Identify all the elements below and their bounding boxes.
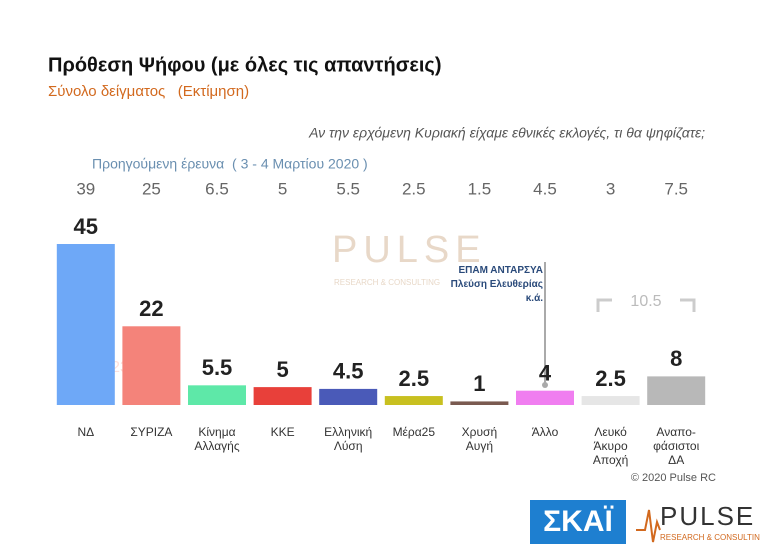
category-label: Λευκό Άκυρο Αποχή <box>592 425 629 467</box>
previous-label: Προηγούμενη έρευνα ( 3 - 4 Μαρτίου 2020 … <box>92 156 368 172</box>
category-label: Αναπο-φάσιστοι ΔΑ <box>653 425 700 467</box>
category-label: ΝΔ <box>77 425 95 439</box>
value-label: 2.5 <box>399 366 430 391</box>
value-label: 1 <box>473 371 485 396</box>
previous-value: 1.5 <box>468 179 492 198</box>
value-label: 22 <box>139 296 163 321</box>
bar <box>516 390 574 405</box>
bar <box>122 326 181 405</box>
category-label: Μέρα25 <box>392 425 436 439</box>
previous-value: 3 <box>606 179 615 198</box>
value-label: 5 <box>276 357 288 382</box>
copyright: © 2020 Pulse RC <box>631 472 716 484</box>
undecided-total: 10.5 <box>630 293 661 310</box>
category-label: Άλλο <box>531 425 559 439</box>
bar <box>319 388 378 405</box>
value-label: 4.5 <box>333 359 364 384</box>
bar <box>450 401 509 405</box>
bar <box>647 376 706 405</box>
skai-text: ΣΚΑΪ <box>543 505 613 538</box>
question: Αν την ερχόμενη Κυριακή είχαμε εθνικές ε… <box>308 125 705 141</box>
bar <box>56 244 115 405</box>
pulse-wave <box>636 509 661 543</box>
bar <box>581 396 640 405</box>
value-label: 2.5 <box>595 366 626 391</box>
value-label: 8 <box>670 346 682 371</box>
previous-value: 25 <box>142 179 161 198</box>
watermark: PULSE <box>332 229 487 271</box>
category-label: Ελληνική Λύση <box>324 425 373 453</box>
bar <box>188 385 246 405</box>
watermark-sub: RESEARCH & CONSULTING <box>334 278 440 287</box>
previous-value: 5.5 <box>336 179 360 198</box>
previous-value: 2.5 <box>402 179 426 198</box>
pointer-dot <box>542 382 548 388</box>
value-label: 5.5 <box>202 355 233 380</box>
pulse-sub: RESEARCH & CONSULTING <box>660 533 760 542</box>
bracket <box>596 298 696 312</box>
category-label: ΚΚΕ <box>270 425 295 439</box>
value-label: 4 <box>539 361 552 386</box>
skai-logo <box>530 500 626 544</box>
previous-value: 39 <box>76 179 95 198</box>
bar <box>253 387 312 405</box>
subtitle: Σύνολο δείγματος (Εκτίμηση) <box>48 83 249 100</box>
category-label: ΣΥΡΙΖΑ <box>130 425 173 439</box>
previous-value: 4.5 <box>533 179 557 198</box>
category-label: Κίνημα Αλλαγής <box>194 425 240 453</box>
chart-title: Πρόθεση Ψήφου (με όλες τις απαντήσεις) <box>48 54 442 76</box>
category-label: Χρυσή Αυγή <box>461 425 498 453</box>
other-note: ΕΠΑΜ ΑΝΤΑΡΣΥΑ Πλεύση Ελευθερίας κ.ά. <box>450 265 543 304</box>
bar <box>384 396 443 405</box>
previous-value: 6.5 <box>205 179 229 198</box>
pulse-logo: PULSE <box>660 501 755 531</box>
value-label: 45 <box>74 214 98 239</box>
previous-value: 5 <box>278 179 287 198</box>
previous-value: 7.5 <box>664 179 688 198</box>
